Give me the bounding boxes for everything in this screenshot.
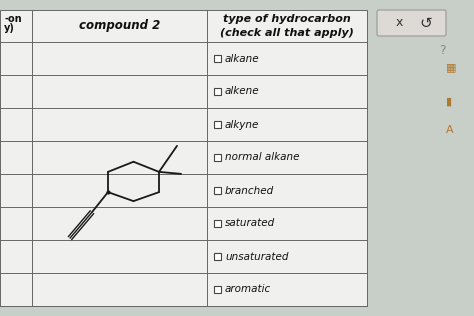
Bar (214, 154, 221, 161)
Bar (214, 88, 221, 95)
Text: alkyne: alkyne (225, 119, 259, 130)
Text: ▮: ▮ (446, 97, 452, 107)
Text: compound 2: compound 2 (79, 20, 160, 33)
Text: saturated: saturated (225, 218, 275, 228)
Bar (214, 220, 221, 227)
Text: y): y) (4, 23, 15, 33)
Bar (214, 253, 221, 260)
Text: A: A (446, 125, 454, 135)
Text: ?: ? (439, 44, 445, 57)
Text: -on: -on (4, 14, 22, 24)
Bar (214, 286, 221, 293)
FancyBboxPatch shape (377, 10, 446, 36)
Text: normal alkane: normal alkane (225, 153, 300, 162)
Bar (0, 10, 32, 306)
Text: ↺: ↺ (419, 15, 432, 31)
Text: type of hydrocarbon
(check all that apply): type of hydrocarbon (check all that appl… (220, 15, 354, 38)
Text: unsaturated: unsaturated (225, 252, 289, 262)
Bar (214, 121, 221, 128)
Text: x: x (396, 16, 403, 29)
Text: ▦: ▦ (446, 62, 456, 72)
Text: alkane: alkane (225, 53, 260, 64)
Text: aromatic: aromatic (225, 284, 271, 295)
Bar (214, 55, 221, 62)
Text: alkene: alkene (225, 87, 260, 96)
Bar (32, 10, 367, 306)
Text: branched: branched (225, 185, 274, 196)
Bar (214, 187, 221, 194)
